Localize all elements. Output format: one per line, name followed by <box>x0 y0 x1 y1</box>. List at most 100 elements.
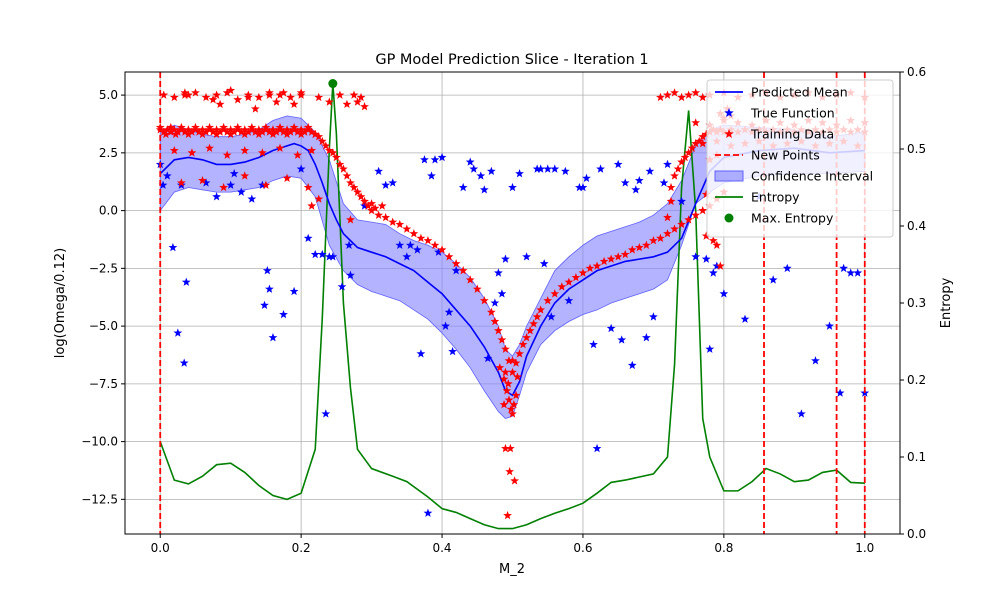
true-function-point <box>592 443 602 453</box>
training-data-point <box>525 326 535 335</box>
training-data-point <box>698 92 708 102</box>
training-data-point <box>511 358 521 367</box>
training-data-point <box>236 127 246 136</box>
entropy-layer <box>159 83 865 530</box>
true-function-point <box>497 289 507 298</box>
training-data-point <box>677 157 686 166</box>
training-data-point <box>508 356 517 365</box>
entropy-line <box>159 83 865 530</box>
true-function-point <box>434 247 443 256</box>
training-data-point <box>254 125 264 134</box>
true-function-point <box>796 409 806 418</box>
training-data-point <box>324 97 334 106</box>
true-function-point <box>451 266 461 275</box>
training-data-point <box>300 127 310 136</box>
training-data-point <box>506 404 516 413</box>
training-data-point <box>694 136 704 146</box>
training-data-point <box>176 178 186 187</box>
training-data-point <box>307 145 317 155</box>
training-data-point <box>208 127 218 136</box>
training-data-point <box>663 90 672 99</box>
legend-handle-training <box>724 129 734 139</box>
true-function-point <box>465 157 475 166</box>
training-data-point <box>215 99 225 109</box>
true-function-point <box>479 185 489 194</box>
true-function-point <box>546 312 556 321</box>
true-function-point <box>420 155 429 164</box>
true-function-point <box>310 249 320 259</box>
training-data-point <box>663 212 672 222</box>
training-data-point <box>501 443 510 453</box>
training-data-point <box>222 88 232 97</box>
training-data-point <box>335 90 345 99</box>
training-data-point <box>226 129 236 139</box>
training-data-point <box>346 178 355 187</box>
true-function-point <box>483 353 493 363</box>
training-data-point <box>169 125 179 134</box>
x-tick-label-3: 0.6 <box>573 541 592 555</box>
training-data-point <box>166 127 176 136</box>
training-data-point <box>187 127 197 136</box>
training-data-point <box>451 259 461 268</box>
y2-tick-label-2: 0.2 <box>907 373 926 387</box>
y-tick-label-1: −10.0 <box>81 435 118 449</box>
true-function-point <box>663 159 672 169</box>
training-data-point <box>564 277 574 286</box>
training-data-point <box>201 92 211 102</box>
true-function-point <box>490 298 500 307</box>
true-function-point <box>469 164 479 173</box>
true-function-point <box>289 286 299 296</box>
training-data-point <box>627 245 637 254</box>
training-data-point <box>444 252 454 261</box>
training-data-point <box>437 245 447 254</box>
true-function-layer <box>155 152 870 517</box>
true-function-point <box>620 178 630 187</box>
training-data-point <box>191 122 200 132</box>
training-data-point <box>289 122 299 132</box>
training-data-point <box>279 127 288 136</box>
training-data-point <box>529 319 539 328</box>
y-tick-label-2: −7.5 <box>89 377 118 391</box>
training-data-point <box>684 90 694 99</box>
true-function-point <box>494 268 503 277</box>
training-data-point <box>324 145 334 155</box>
training-data-point <box>212 129 221 139</box>
training-data-point <box>212 125 221 134</box>
training-data-point <box>282 129 292 139</box>
training-data-point <box>698 132 708 141</box>
training-data-point <box>321 141 331 150</box>
true-function-point <box>296 164 306 173</box>
training-data-point <box>504 356 514 365</box>
training-data-point <box>226 125 236 134</box>
true-function-point <box>839 263 849 273</box>
training-data-point <box>233 95 243 104</box>
true-function-point <box>634 175 644 185</box>
true-function-point <box>279 309 288 319</box>
training-data-point <box>465 275 475 284</box>
true-function-point <box>324 252 334 261</box>
training-data-point <box>198 125 207 134</box>
training-data-point <box>198 175 207 185</box>
training-data-point <box>499 400 509 409</box>
training-data-point <box>314 92 324 102</box>
true-function-point <box>811 356 820 365</box>
training-data-point <box>515 349 524 358</box>
training-data-point <box>212 90 221 99</box>
chart-title: GP Model Prediction Slice - Iteration 1 <box>375 52 648 68</box>
training-data-point <box>708 236 718 245</box>
true-function-point <box>181 277 191 286</box>
training-data-point <box>550 289 560 298</box>
training-data-point <box>317 136 327 146</box>
true-function-point <box>782 263 792 273</box>
training-data-point <box>258 127 267 136</box>
training-data-point <box>684 215 694 224</box>
legend-label-training: Training Data <box>750 127 834 142</box>
training-data-point <box>641 240 651 249</box>
max-entropy-marker <box>328 79 338 89</box>
training-data-point <box>173 127 183 136</box>
training-data-point <box>275 90 285 99</box>
training-data-point <box>265 90 274 99</box>
legend-handle-max_entropy <box>724 213 734 223</box>
training-data-point <box>698 139 708 148</box>
true-function-point <box>258 180 267 189</box>
